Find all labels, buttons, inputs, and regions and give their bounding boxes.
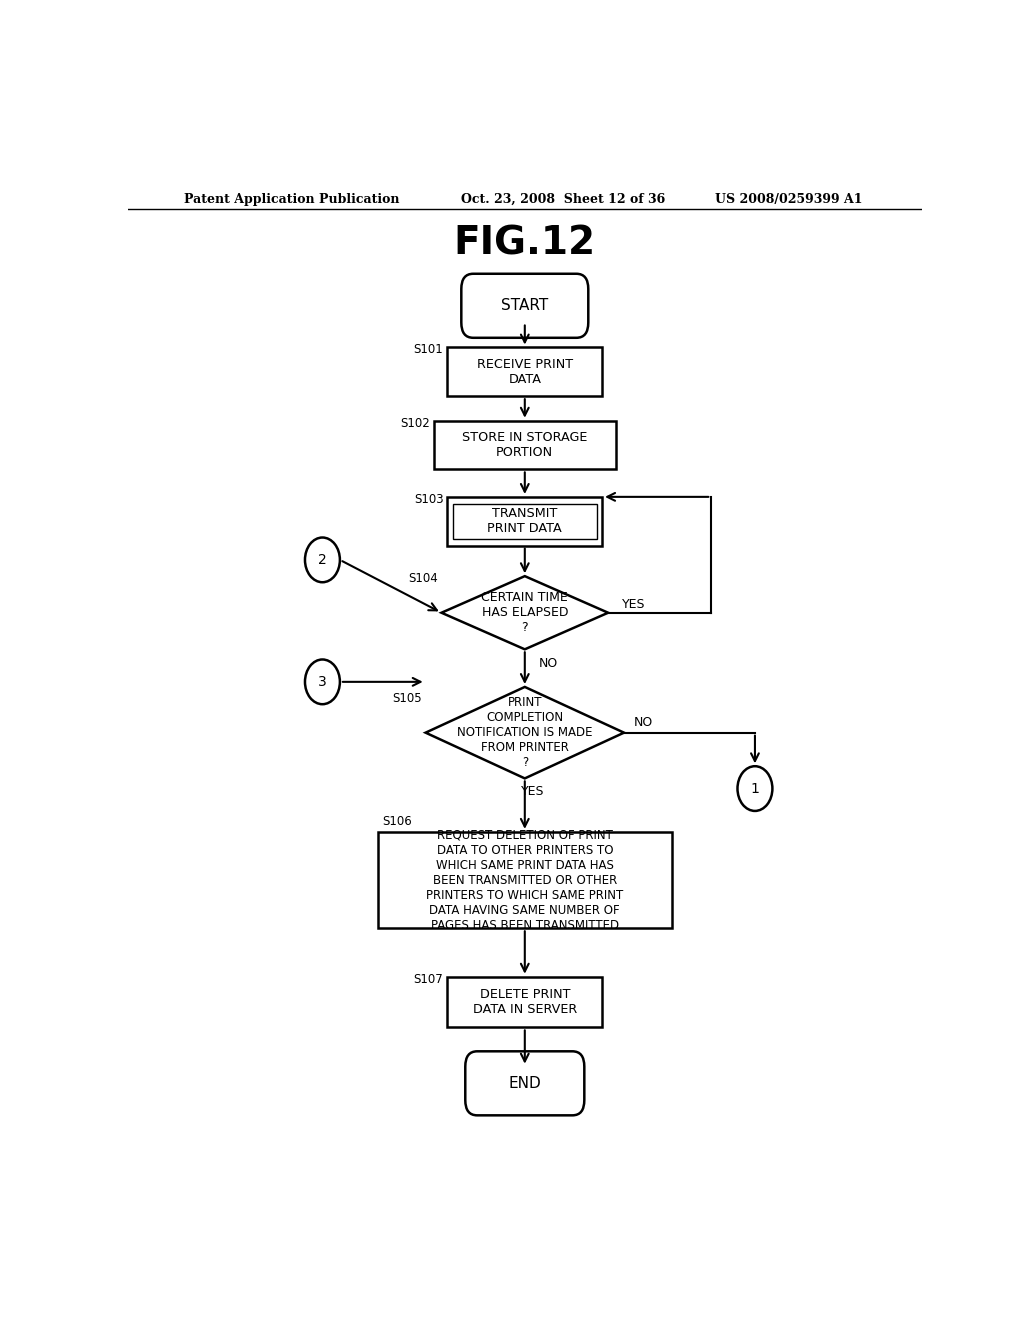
- Text: RECEIVE PRINT
DATA: RECEIVE PRINT DATA: [477, 358, 572, 385]
- Text: Oct. 23, 2008  Sheet 12 of 36: Oct. 23, 2008 Sheet 12 of 36: [461, 193, 666, 206]
- Text: FIG.12: FIG.12: [454, 224, 596, 263]
- FancyBboxPatch shape: [465, 1051, 585, 1115]
- Bar: [433, 421, 616, 470]
- Text: PRINT
COMPLETION
NOTIFICATION IS MADE
FROM PRINTER
?: PRINT COMPLETION NOTIFICATION IS MADE FR…: [457, 696, 593, 770]
- Text: 3: 3: [318, 675, 327, 689]
- Bar: [447, 496, 602, 545]
- Text: Patent Application Publication: Patent Application Publication: [183, 193, 399, 206]
- Bar: [378, 832, 672, 928]
- Text: S105: S105: [392, 692, 422, 705]
- Bar: [447, 347, 602, 396]
- Text: S107: S107: [414, 973, 443, 986]
- Text: PRINT SERVER: PRINT SERVER: [475, 279, 574, 292]
- Text: END: END: [509, 1076, 541, 1090]
- Polygon shape: [441, 576, 608, 649]
- Polygon shape: [426, 686, 624, 779]
- Text: NO: NO: [634, 715, 652, 729]
- Text: YES: YES: [623, 598, 646, 611]
- Text: S104: S104: [408, 572, 437, 585]
- FancyBboxPatch shape: [461, 273, 588, 338]
- Text: S101: S101: [414, 343, 443, 356]
- Text: S106: S106: [382, 814, 412, 828]
- Text: 1: 1: [751, 781, 760, 796]
- Circle shape: [305, 660, 340, 704]
- Text: S103: S103: [414, 492, 443, 506]
- Text: CERTAIN TIME
HAS ELAPSED
?: CERTAIN TIME HAS ELAPSED ?: [481, 591, 568, 634]
- Text: REQUEST DELETION OF PRINT
DATA TO OTHER PRINTERS TO
WHICH SAME PRINT DATA HAS
BE: REQUEST DELETION OF PRINT DATA TO OTHER …: [426, 829, 624, 932]
- Text: 2: 2: [318, 553, 327, 566]
- Bar: [453, 504, 597, 539]
- Text: NO: NO: [539, 657, 558, 671]
- Text: S102: S102: [399, 417, 430, 429]
- Text: STORE IN STORAGE
PORTION: STORE IN STORAGE PORTION: [462, 432, 588, 459]
- Text: YES: YES: [521, 784, 545, 797]
- Text: TRANSMIT
PRINT DATA: TRANSMIT PRINT DATA: [487, 507, 562, 535]
- Circle shape: [305, 537, 340, 582]
- Text: DELETE PRINT
DATA IN SERVER: DELETE PRINT DATA IN SERVER: [473, 987, 577, 1016]
- Text: START: START: [501, 298, 549, 313]
- Text: US 2008/0259399 A1: US 2008/0259399 A1: [715, 193, 863, 206]
- Bar: [447, 977, 602, 1027]
- Circle shape: [737, 766, 772, 810]
